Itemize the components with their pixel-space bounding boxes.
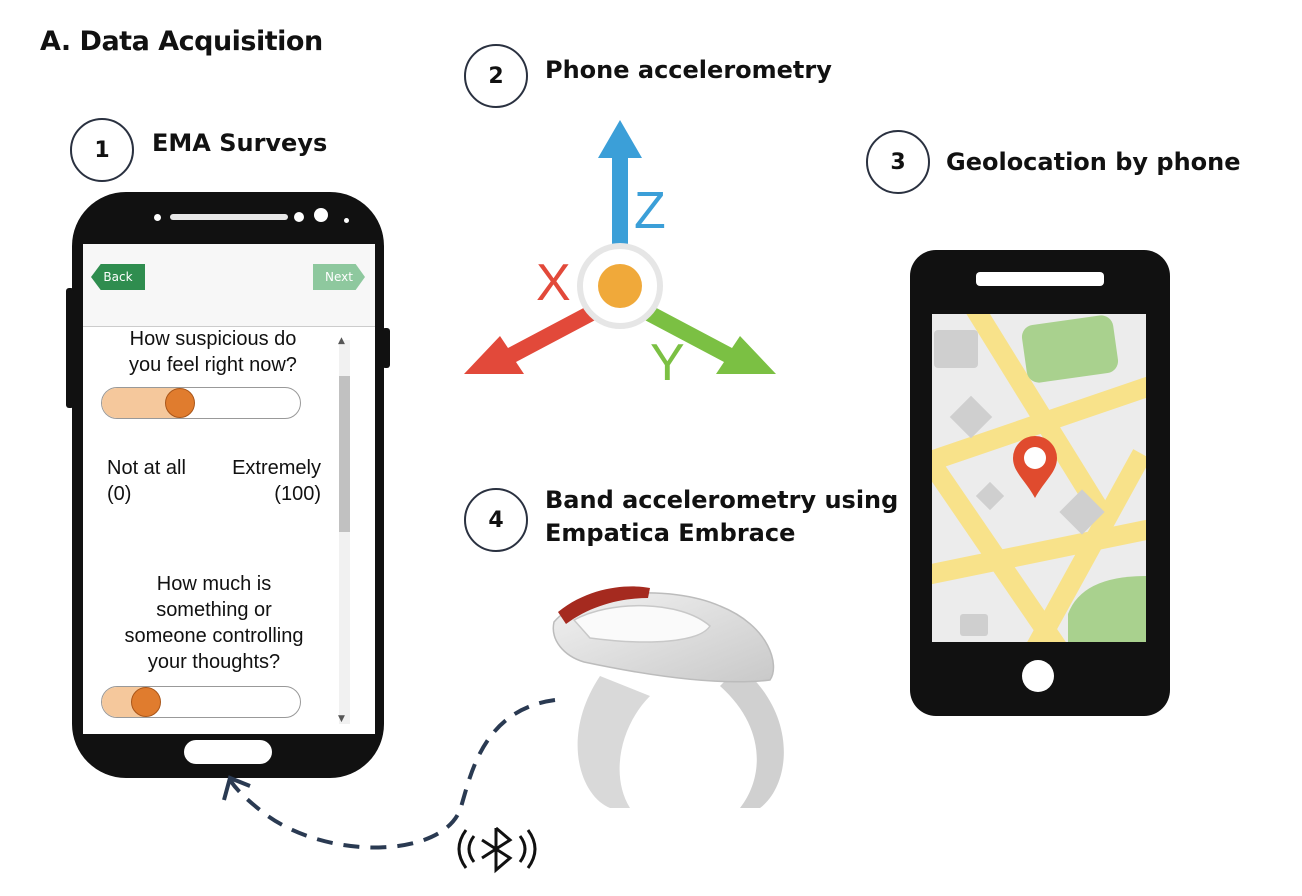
phone-speaker bbox=[170, 214, 288, 220]
scale-min-label: Not at all bbox=[107, 457, 186, 479]
origin-dot bbox=[598, 264, 642, 308]
survey-nav-bar: Back Next bbox=[83, 244, 375, 327]
figure-title: A. Data Acquisition bbox=[40, 26, 323, 57]
step-2-label: Phone accelerometry bbox=[545, 56, 832, 84]
step-4-label-line2: Empatica Embrace bbox=[545, 519, 796, 547]
ema-survey-screen: Back Next How suspicious do you feel rig… bbox=[83, 244, 375, 734]
question-2: How much is something or someone control… bbox=[83, 571, 345, 675]
scrollbar-thumb[interactable] bbox=[339, 376, 350, 532]
y-axis-arrow bbox=[622, 294, 776, 374]
question-2-slider[interactable] bbox=[101, 686, 301, 718]
scroll-up-icon[interactable]: ▲ bbox=[338, 336, 345, 346]
scale-max-value: (100) bbox=[274, 483, 321, 505]
scale-max-label: Extremely bbox=[232, 457, 321, 479]
step-1-number: 1 bbox=[70, 118, 134, 182]
map-pin-icon bbox=[1013, 436, 1057, 498]
question-1-slider[interactable] bbox=[101, 387, 301, 419]
step-2-number: 2 bbox=[464, 44, 528, 108]
step-4-label-line1: Band accelerometry using bbox=[545, 486, 899, 514]
question-1: How suspicious do you feel right now? bbox=[83, 326, 343, 378]
question-2-line2: something or bbox=[156, 599, 272, 621]
step-3-label: Geolocation by phone bbox=[946, 148, 1241, 176]
scale-max: Extremely (100) bbox=[211, 455, 321, 507]
slider-thumb[interactable] bbox=[130, 687, 161, 717]
question-2-line3: someone controlling bbox=[124, 625, 304, 647]
z-axis-arrow bbox=[598, 120, 642, 260]
scrollbar-track[interactable] bbox=[339, 340, 350, 724]
phone-speaker bbox=[976, 272, 1104, 286]
x-axis-label: X bbox=[536, 254, 571, 312]
home-button[interactable] bbox=[1022, 660, 1054, 692]
slider-thumb[interactable] bbox=[164, 388, 195, 418]
question-2-line1: How much is bbox=[156, 573, 272, 595]
next-button[interactable]: Next bbox=[313, 264, 365, 290]
front-camera-icon bbox=[314, 208, 328, 222]
back-button[interactable]: Back bbox=[91, 264, 145, 290]
map-screen bbox=[932, 314, 1146, 642]
x-axis-arrow bbox=[464, 294, 618, 374]
z-axis-label: Z bbox=[634, 182, 666, 240]
step-1-label: EMA Surveys bbox=[152, 129, 328, 157]
scale-min: Not at all (0) bbox=[107, 455, 186, 507]
y-axis-label: Y bbox=[650, 334, 685, 392]
home-button[interactable] bbox=[184, 740, 272, 764]
step-4-number: 4 bbox=[464, 488, 528, 552]
bluetooth-connection bbox=[222, 698, 556, 850]
bluetooth-icon bbox=[457, 826, 537, 874]
question-1-line1: How suspicious do bbox=[129, 328, 297, 350]
accelerometer-axes-icon: Z X Y bbox=[464, 120, 776, 392]
question-1-line2: you feel right now? bbox=[129, 354, 297, 376]
question-2-line4: your thoughts? bbox=[147, 651, 281, 673]
wristband-icon bbox=[552, 586, 784, 808]
scroll-down-icon[interactable]: ▼ bbox=[338, 714, 345, 724]
scale-min-value: (0) bbox=[107, 483, 132, 505]
step-3-number: 3 bbox=[866, 130, 930, 194]
